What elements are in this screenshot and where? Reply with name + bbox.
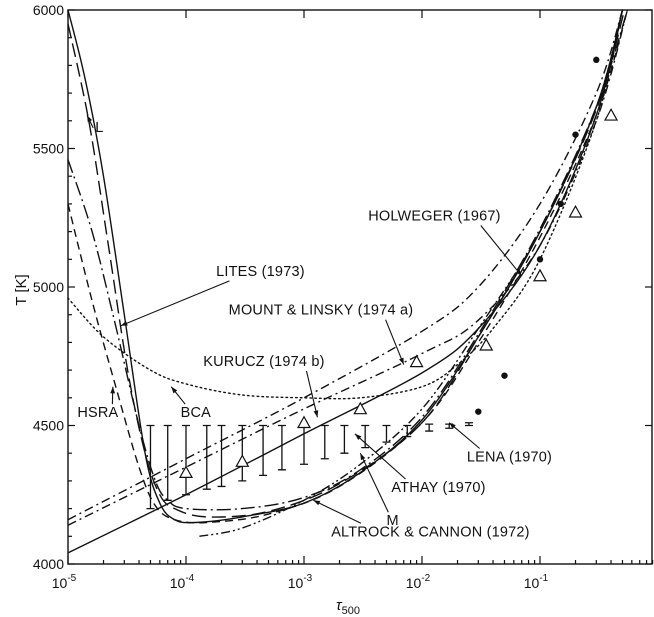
annotation-kurucz-1974-b: KURUCZ (1974 b) (203, 354, 324, 370)
markers (178, 56, 619, 478)
y-tick-label-4500: 4500 (33, 418, 64, 434)
error-bar (361, 424, 370, 449)
annotation-l: L (95, 120, 103, 136)
error-bar (182, 424, 190, 496)
triangle-marker (353, 401, 368, 415)
arrowhead-kurucz-1974-b (313, 410, 319, 418)
x-axis-title: τ500 (336, 597, 360, 617)
triangle-marker (568, 204, 583, 218)
y-axis-title: T [K] (13, 274, 30, 305)
x-tick-label--5: 10-5 (52, 573, 77, 591)
dot-marker (557, 200, 564, 208)
x-tick-label--1: 10-1 (524, 573, 549, 591)
triangle-marker (479, 337, 494, 351)
dot-marker (593, 56, 600, 64)
arrowhead-l (87, 115, 93, 123)
triangle-marker (409, 354, 424, 368)
error-bar (320, 424, 329, 460)
error-bar (425, 423, 434, 432)
arrowhead-hsra (110, 386, 116, 394)
error-bar (382, 424, 391, 443)
axis-ticks: 4000 4500 5000 5500 6000 10-5 10-4 10-3 10-2 10-1 (33, 2, 654, 591)
error-bar (259, 424, 268, 477)
error-bar (146, 424, 155, 510)
y-tick-label-4000: 4000 (33, 556, 64, 572)
triangle-marker (532, 268, 548, 282)
error-bar (464, 422, 473, 427)
error-bar (403, 424, 412, 438)
series-lites-1973 (67, 9, 626, 518)
annotation-m: M (386, 513, 398, 529)
arrowhead-mount-linsky-1974-a (399, 357, 404, 365)
series-mount-linsky-1974-a (67, 9, 629, 526)
arrow-lena-1970 (448, 422, 481, 449)
y-tick-label-6000: 6000 (33, 2, 64, 18)
series-altrock-cannon-1972 (199, 9, 624, 537)
arrow-altrock-cannon-1972 (313, 499, 362, 524)
y-tick-label-5000: 5000 (33, 279, 64, 295)
dot-marker (501, 372, 508, 379)
x-tick-label--4: 10-4 (170, 573, 195, 591)
arrowhead-athay-1970 (354, 433, 362, 440)
arrow-holweger-1967 (480, 225, 523, 277)
arrow-kurucz-1974-b (305, 370, 318, 418)
series-bca (67, 9, 629, 511)
annotation-bca: BCA (181, 405, 212, 421)
arrow-m (359, 452, 389, 513)
arrowhead-altrock-cannon-1972 (313, 500, 321, 506)
error-bar (238, 424, 247, 482)
triangle-marker (235, 454, 250, 467)
arrowhead-m (360, 453, 366, 461)
x-axis-title-main: τ (336, 597, 343, 614)
dot-marker (572, 131, 579, 138)
triangle-marker (296, 415, 312, 429)
y-tick-label-5500: 5500 (33, 141, 64, 157)
error-bar (277, 424, 286, 471)
arrowhead-lena-1970 (449, 422, 456, 429)
annotations: L HOLWEGER (1967) LITES (1973) MOUNT & LINS… (77, 115, 552, 540)
series-holweger-1967 (67, 9, 624, 521)
x-tick-label--3: 10-3 (288, 573, 313, 591)
arrow-athay-1970 (354, 433, 406, 480)
arrowhead-bca (171, 386, 178, 394)
series-m (67, 9, 624, 554)
series-hsra (67, 9, 629, 524)
arrow-lites-1973 (120, 280, 230, 327)
error-bar (217, 424, 226, 488)
annotation-holweger-1967: HOLWEGER (1967) (368, 209, 500, 225)
annotation-hsra: HSRA (77, 405, 118, 421)
error-bar (300, 424, 308, 465)
dot-marker (475, 408, 482, 415)
arrowhead-lites-1973 (120, 321, 128, 326)
annotation-lites-1973: LITES (1973) (216, 264, 305, 280)
annotation-lena-1970: LENA (1970) (467, 450, 552, 466)
error-bar (202, 424, 211, 490)
error-bar (340, 424, 349, 454)
dot-marker (536, 256, 544, 263)
plot-frame (67, 9, 653, 565)
x-tick-label--2: 10-2 (406, 573, 431, 591)
arrowhead-holweger-1967 (515, 269, 522, 276)
error-bar (163, 424, 172, 501)
series-l (67, 9, 624, 524)
series-kurucz-1974-b (67, 9, 624, 400)
annotation-athay-1970: ATHAY (1970) (391, 480, 485, 496)
annotation-altrock-cannon-1972: ALTROCK & CANNON (1972) (331, 524, 530, 540)
arrow-mount-linsky-1974-a (385, 319, 405, 365)
x-axis-title-sub: 500 (342, 605, 360, 617)
triangle-marker (178, 465, 194, 478)
curves (67, 9, 629, 554)
annotation-mount-linsky-1974-a: MOUNT & LINSKY (1974 a) (229, 303, 414, 319)
triangle-marker (604, 108, 619, 121)
